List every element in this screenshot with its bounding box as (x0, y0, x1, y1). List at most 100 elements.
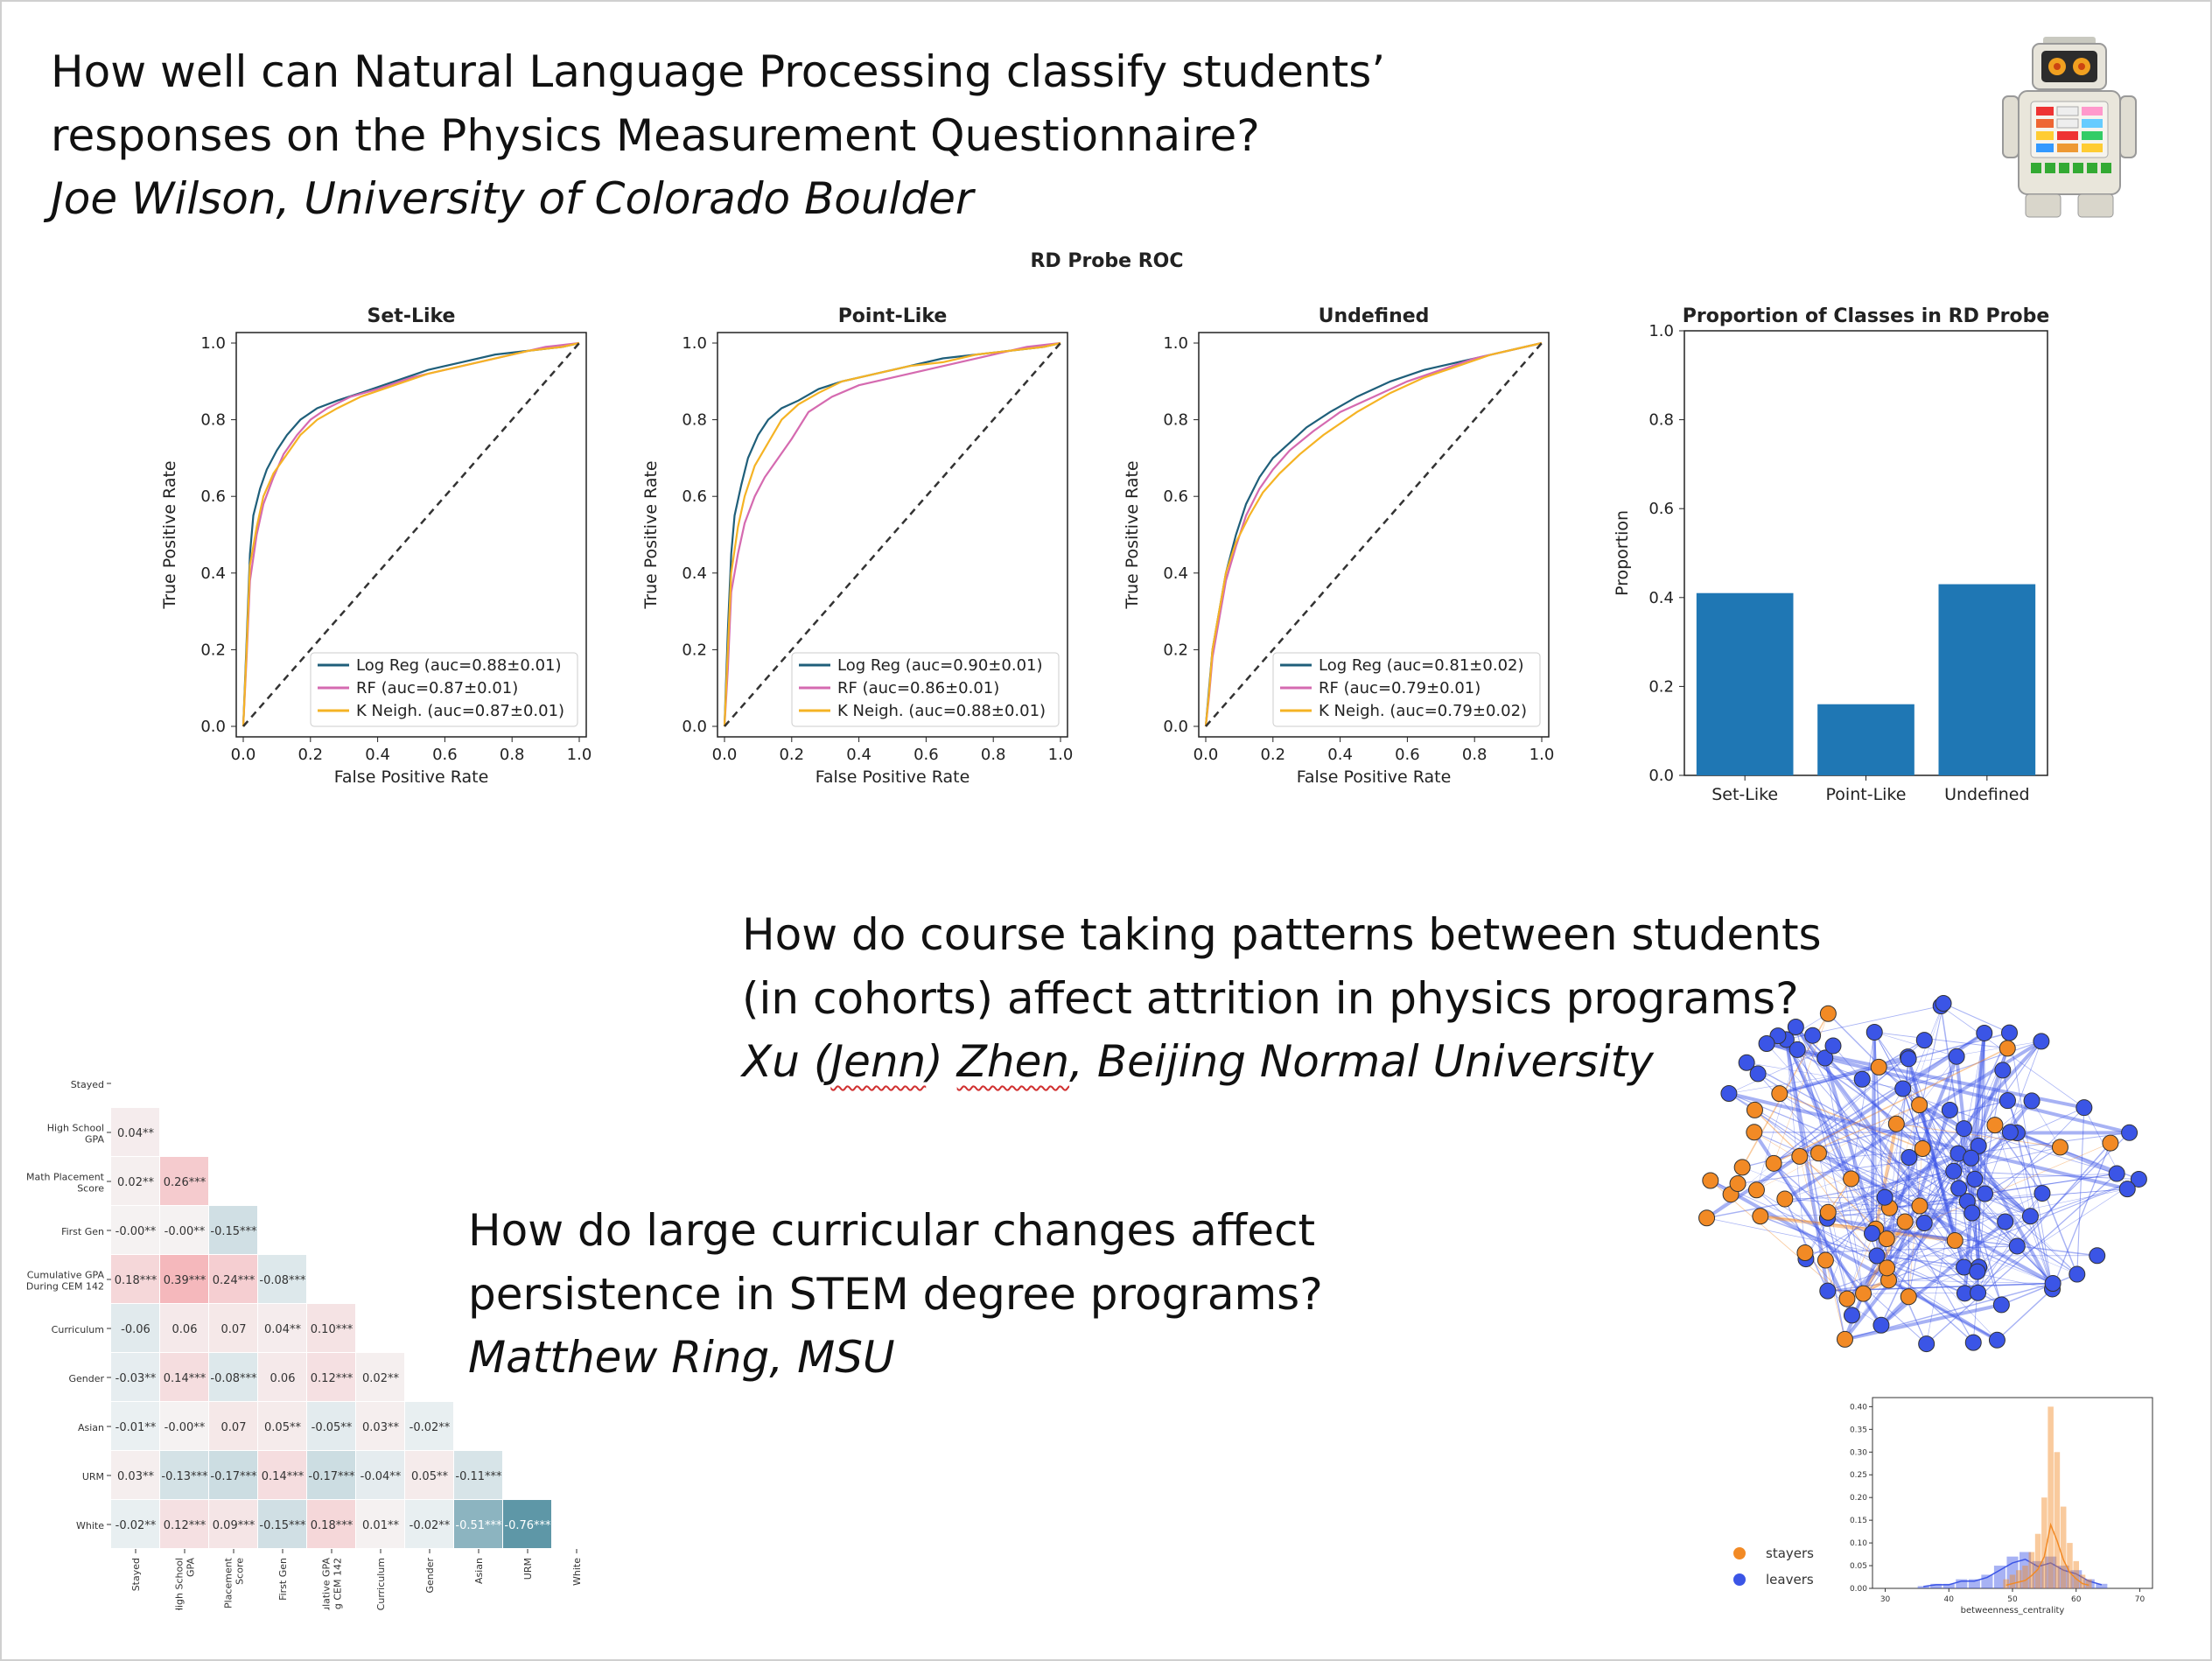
hist-bar-0-9 (2060, 1506, 2067, 1588)
heatmap-cell-label-9-0: -0.02** (116, 1519, 157, 1532)
network-edge-70 (1843, 1099, 2034, 1341)
roc-ytick-label-2-5: 1.0 (1163, 334, 1188, 353)
bar-1 (1817, 704, 1914, 775)
hist-ytick-label-6: 0.30 (1850, 1448, 1867, 1457)
heatmap-cell-9-7 (454, 1500, 502, 1548)
network-edge-173 (1902, 1088, 1923, 1149)
roc-xtick-label-0-2: 0.4 (365, 746, 390, 764)
network-edge-235 (1760, 1216, 1876, 1230)
heatmap-cell-4-0 (111, 1255, 159, 1303)
network-edge-2 (1754, 1132, 2018, 1134)
network-edge-207 (1728, 1091, 2128, 1191)
network-node-57 (1946, 1231, 1964, 1249)
network-node-109 (1998, 1092, 2016, 1110)
hist-bar-1-4 (1968, 1579, 1980, 1588)
network-edge-168 (1908, 1058, 1921, 1207)
network-node-48 (1969, 1263, 1986, 1280)
network-edge-187 (1760, 1216, 1965, 1294)
heatmap-row-label-0: Stayed (71, 1079, 104, 1090)
hist-legend-label-1: leavers (1766, 1572, 1814, 1587)
roc-legend-label-1-2: K Neigh. (auc=0.88±0.01) (837, 702, 1046, 720)
network-edge-222 (1896, 1123, 2061, 1148)
hist-bar-0-12 (2079, 1574, 2086, 1588)
network-edge-252 (1964, 1069, 2004, 1293)
betweenness-histogram: 0.00 0.05 0.10 0.15 0.20 0.25 0.30 0.35 0.40 30 40… (1733, 1397, 2153, 1615)
heatmap-cell-7-2 (209, 1402, 257, 1450)
heatmap-cell-8-4 (307, 1451, 355, 1499)
heatmap-col-label-2: Math Placement (223, 1557, 234, 1610)
heatmap-cell-label-9-1: 0.12*** (164, 1519, 206, 1532)
network-edge-202 (1728, 1092, 1819, 1154)
network-edge-205 (1784, 1039, 1830, 1292)
network-node-56 (1824, 1037, 1842, 1055)
hist-plot-area (1872, 1397, 2153, 1589)
network-edge-50 (1774, 1146, 1979, 1164)
network-node-14 (1853, 1070, 1871, 1088)
roc-xtick-label-0-4: 0.8 (500, 746, 525, 764)
heatmap-cell-6-3 (258, 1353, 306, 1401)
network-edge-16 (1766, 1043, 1964, 1268)
network-edge-118 (1994, 1125, 2043, 1194)
network-node-71 (2076, 1099, 2093, 1117)
network-edge-82 (1824, 1057, 1923, 1149)
network-edge-1 (1754, 1132, 1906, 1223)
network-edge-54 (1706, 1170, 1954, 1219)
network-edge-11 (1888, 1178, 2139, 1281)
network-node-74 (2051, 1139, 2068, 1156)
network-edge-167 (1940, 1006, 2085, 1108)
heatmap-cell-label-6-3: 0.06 (270, 1372, 296, 1385)
heatmap-cell-label-7-2: 0.07 (221, 1421, 247, 1434)
heatmap-row-label-3: First Gen (61, 1226, 104, 1237)
robot-toy-icon (2002, 37, 2137, 218)
network-edge-257 (1784, 1038, 1853, 1180)
roc-xtick-label-0-3: 0.6 (432, 746, 458, 764)
heatmap-cell-7-0 (111, 1402, 159, 1450)
heatmap-cell-label-8-6: 0.05** (411, 1470, 448, 1483)
network-node-99 (1900, 1149, 1918, 1167)
hist-bar-0-5 (2034, 1533, 2041, 1588)
heatmap-cell-3-2 (209, 1206, 257, 1254)
network-node-38 (1836, 1330, 1853, 1348)
network-node-105 (1855, 1285, 1872, 1302)
hist-ytick-label-1: 0.05 (1850, 1562, 1867, 1571)
network-edge-96 (1757, 1073, 2078, 1275)
network-edge-121 (1805, 1132, 2018, 1260)
network-node-28 (2033, 1033, 2050, 1050)
network-edge-148 (1844, 1302, 2002, 1342)
heatmap-cell-label-2-1: 0.26*** (164, 1176, 206, 1189)
network-edge-138 (1756, 1040, 1925, 1190)
hist-bar-0-6 (2041, 1497, 2048, 1588)
course-network-graph (1698, 994, 2147, 1353)
hist-bar-1-0 (1917, 1586, 1929, 1588)
network-edge-69 (1918, 1103, 1965, 1131)
heatmap-cell-8-7 (454, 1451, 502, 1499)
heatmap-cell-label-5-3: 0.04** (264, 1323, 301, 1336)
hist-bar-1-3 (1956, 1579, 1968, 1588)
hist-ytick-label-7: 0.35 (1850, 1426, 1867, 1434)
network-edge-12 (1827, 1271, 1978, 1292)
heatmap-cell-6-5 (356, 1353, 404, 1401)
network-edge-211 (1978, 1221, 2006, 1293)
heatmap-cell-5-3 (258, 1304, 306, 1352)
hist-bar-1-14 (2096, 1583, 2108, 1588)
network-edge-203 (1876, 1132, 2011, 1257)
heatmap-cell-label-6-1: 0.14*** (164, 1372, 206, 1385)
roc-chart-point-like: Point-Like 0.0 0.0 0.2 0.2 0.4 0.4 0.6 0.6 0.8 0.8… (641, 305, 1073, 787)
hist-kde-1 (1923, 1558, 2103, 1587)
heatmap-cell-5-2 (209, 1304, 257, 1352)
hist-bar-1-2 (1942, 1583, 1955, 1588)
heatmap-cell-label-6-2: -0.08*** (210, 1372, 257, 1385)
network-node-107 (1868, 1247, 1886, 1265)
network-edge-63 (1908, 1056, 1957, 1297)
roc-xlabel-2: False Positive Rate (1297, 767, 1452, 787)
heatmap-cell-7-1 (160, 1402, 208, 1450)
roc-ytick-label-0-0: 0.0 (200, 718, 226, 736)
heatmap-cell-label-8-4: -0.17*** (308, 1470, 355, 1483)
q2-author-jenn: Jenn (830, 1036, 927, 1087)
network-edge-126 (1766, 1043, 2018, 1133)
network-edge-77 (1964, 1128, 2118, 1174)
q2-author-zhen: Zhen (956, 1036, 1070, 1087)
network-edge-161 (1994, 1125, 2053, 1290)
network-node-68 (2008, 1237, 2026, 1255)
